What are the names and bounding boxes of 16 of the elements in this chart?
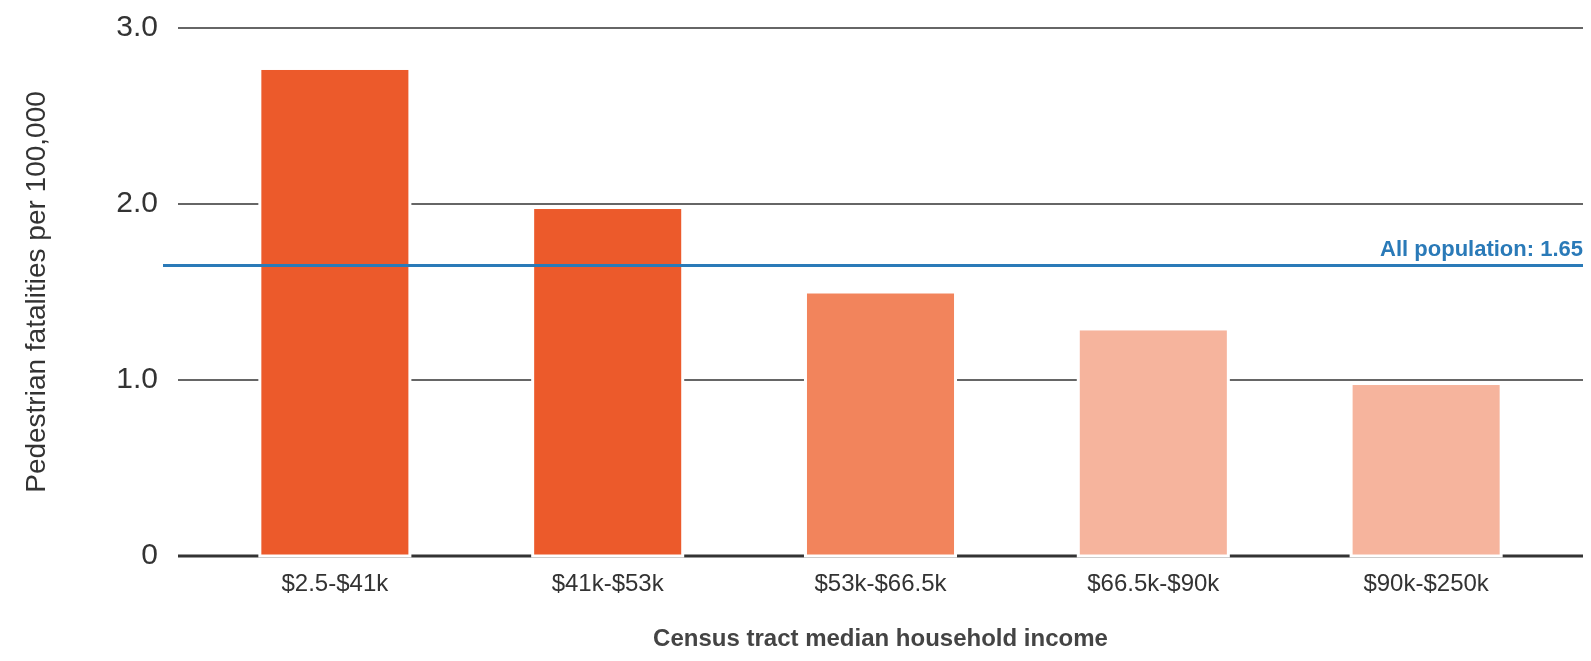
bar: [803, 290, 958, 558]
x-axis-title: Census tract median household income: [653, 624, 1108, 651]
x-tick-label: $53k-$66.5k: [814, 569, 948, 596]
x-tick-label: $41k-$53k: [551, 569, 665, 596]
x-tick-label: $90k-$250k: [1363, 569, 1490, 596]
x-tick-label: $2.5-$41k: [281, 569, 390, 596]
bar: [531, 206, 685, 558]
y-tick-label: 1.0: [116, 360, 158, 394]
y-tick-label: 0: [141, 536, 158, 570]
x-tick-label: $66.5k-$90k: [1087, 569, 1221, 596]
bar: [1349, 382, 1503, 558]
y-tick-label: 2.0: [116, 184, 158, 218]
y-tick-label: 3.0: [116, 8, 158, 42]
ref-line-label: All population: 1.65: [1380, 235, 1583, 261]
y-axis-title: Pedestrian fatalities per 100,000: [20, 91, 51, 493]
bar: [1076, 327, 1230, 558]
